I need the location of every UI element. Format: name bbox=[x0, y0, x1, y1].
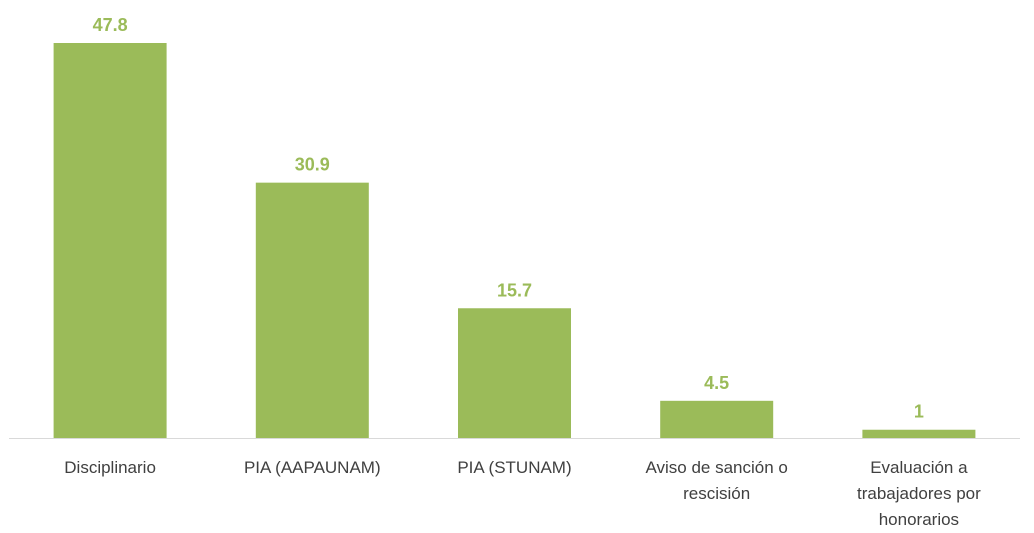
value-label: 4.5 bbox=[704, 373, 729, 393]
bar bbox=[862, 429, 976, 438]
x-tick-label: PIA (AAPAUNAM) bbox=[243, 458, 381, 477]
value-label: 15.7 bbox=[497, 280, 532, 300]
value-label: 1 bbox=[914, 402, 924, 422]
value-label: 47.8 bbox=[93, 15, 128, 35]
x-tick-label: Aviso de sanción o rescisión bbox=[645, 458, 788, 503]
x-tick-label: Evaluación a trabajadores por honorarios bbox=[856, 458, 981, 529]
value-label: 30.9 bbox=[295, 155, 330, 175]
bar bbox=[53, 43, 167, 438]
x-tick-label: PIA (STUNAM) bbox=[457, 458, 572, 477]
x-tick-label: Disciplinario bbox=[64, 458, 156, 477]
bar bbox=[255, 182, 369, 438]
bar bbox=[458, 308, 571, 438]
bar bbox=[660, 400, 774, 438]
